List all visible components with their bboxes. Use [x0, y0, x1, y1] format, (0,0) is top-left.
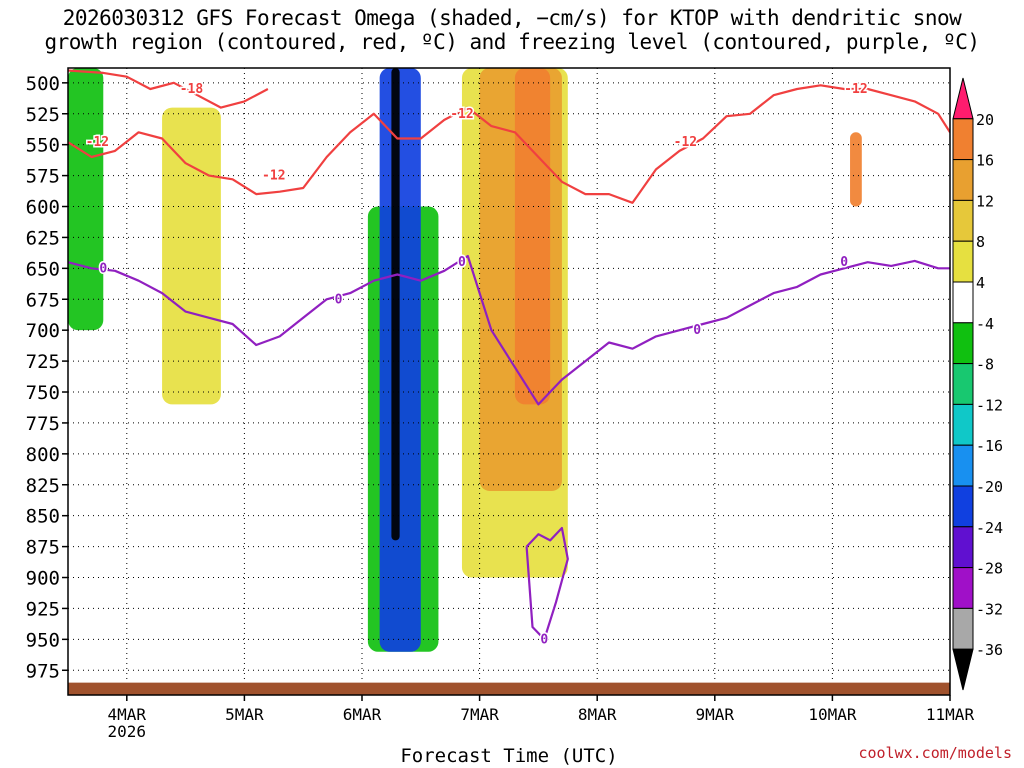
gridlines [68, 68, 951, 695]
colorbar-swatch-13 [952, 607, 974, 650]
contour-minus-18 [68, 69, 269, 109]
x-tick-label-9MAR: 9MAR [696, 705, 735, 724]
x-tick-label-10MAR: 10MAR [808, 705, 857, 724]
chart-title: 2026030312 GFS Forecast Omega (shaded, −… [0, 6, 1024, 54]
contour-label-freezing-level-2: 0 [458, 255, 466, 270]
contour-labels: 0 0 0 0 0 0 -12 -12 -12 -12 -12 -18 [84, 81, 869, 649]
contour-label-minus-12-upper-2: -12 [450, 107, 473, 122]
y-tick-label-850: 850 [26, 506, 60, 528]
chart-title-line-1: 2026030312 GFS Forecast Omega (shaded, −… [62, 6, 962, 30]
terrain-fill [68, 682, 950, 695]
colorbar-swatch-3 [952, 199, 974, 242]
colorbar-label-4: 4 [976, 274, 985, 292]
colorbar-label-8: -16 [976, 437, 1003, 455]
colorbar-label-10: -24 [976, 519, 1003, 537]
credit-text: coolwx.com/models [858, 744, 1012, 762]
x-tick-label-11MAR: 11MAR [926, 705, 975, 724]
x-tick-label-5MAR: 5MAR [225, 705, 264, 724]
colorbar-swatch-11 [952, 526, 974, 569]
y-tick-label-700: 700 [26, 320, 60, 342]
colorbar-label-0: 20 [976, 111, 994, 129]
shade-strong-ascent-core [391, 68, 400, 541]
contour-label-freezing-level-3: 0 [693, 323, 701, 338]
y-tick-label-900: 900 [26, 568, 60, 590]
contour-label-freezing-level-0: 0 [99, 261, 107, 276]
colorbar-swatch-6 [952, 322, 974, 365]
colorbar-label-5: -4 [976, 315, 994, 333]
shade-warm-band-7mar [514, 68, 551, 405]
y-tick-label-625: 625 [26, 227, 60, 249]
colorbar-swatch-1 [952, 118, 974, 161]
colorbar-label-7: -12 [976, 396, 1003, 414]
shade-ascent-column-6mar [379, 68, 421, 652]
y-tick-label-600: 600 [26, 197, 60, 219]
colorbar-swatch-12 [952, 567, 974, 609]
y-tick-label-925: 925 [26, 598, 60, 620]
colorbar-label-12: -32 [976, 600, 1003, 618]
contour-label-freezing-level-4: 0 [840, 255, 848, 270]
y-tick-label-800: 800 [26, 444, 60, 466]
shade-descent-4mar [162, 107, 221, 405]
colorbar-label-13: -36 [976, 641, 1003, 659]
terrain-band [68, 682, 950, 695]
y-tick-label-950: 950 [26, 629, 60, 651]
y-tick-label-875: 875 [26, 537, 60, 559]
y-tick-label-525: 525 [26, 104, 60, 126]
y-tick-label-775: 775 [26, 413, 60, 435]
y-tick-label-725: 725 [26, 351, 60, 373]
colorbar-arrow-top [952, 77, 974, 120]
colorbar-label-3: 8 [976, 233, 985, 251]
y-tick-label-975: 975 [26, 660, 60, 682]
colorbar-swatch-7 [952, 363, 974, 405]
chart-title-line-2: growth region (contoured, red, ºC) and f… [44, 30, 980, 54]
colorbar-swatch-8 [952, 403, 974, 446]
y-tick-label-675: 675 [26, 289, 60, 311]
colorbar-swatch-2 [952, 159, 974, 201]
contour-label-freezing-level-1: 0 [335, 292, 343, 307]
contour-label-minus-12-upper-1: -12 [262, 169, 285, 184]
y-tick-label-500: 500 [26, 73, 60, 95]
colorbar: 20 16 12 8 4 -4 -8 -12 -16 -20 -24 -28 -32 -36 [952, 77, 1003, 691]
y-tick-label-825: 825 [26, 475, 60, 497]
x-tick-label-8MAR: 8MAR [578, 705, 617, 724]
contour-label-minus-12-upper-4: -12 [844, 82, 867, 97]
contour-minus-12-upper [68, 84, 950, 204]
plot-frame [67, 67, 951, 696]
x-tick-sublabel-4MAR: 2026 [108, 722, 147, 741]
colorbar-label-11: -28 [976, 560, 1003, 578]
y-tick-label-575: 575 [26, 166, 60, 188]
colorbar-swatch-5 [952, 281, 974, 324]
shade-early-green [68, 68, 104, 331]
x-tick-label-4MAR: 4MAR [108, 705, 147, 724]
colorbar-swatch-9 [952, 444, 974, 487]
y-tick-label-750: 750 [26, 382, 60, 404]
contour-lines [68, 69, 950, 641]
y-axis: 500 525 550 575 600 625 650 675 700 725 750 775 800 8… [26, 73, 68, 682]
x-tick-label-7MAR: 7MAR [460, 705, 499, 724]
x-tick-label-6MAR: 6MAR [343, 705, 382, 724]
shade-descent-10mar [850, 132, 862, 207]
contour-freezing-level-loop [525, 526, 569, 641]
contour-label-minus-12-upper-3: -12 [674, 135, 697, 150]
y-tick-label-650: 650 [26, 258, 60, 280]
colorbar-label-1: 16 [976, 152, 994, 170]
colorbar-label-2: 12 [976, 192, 994, 210]
colorbar-swatch-4 [952, 240, 974, 283]
colorbar-arrow-bottom [952, 648, 974, 691]
y-tick-label-550: 550 [26, 135, 60, 157]
x-axis-title: Forecast Time (UTC) [400, 745, 618, 767]
contour-freezing-level [68, 254, 950, 406]
contour-label-minus-12-upper-0: -12 [86, 135, 109, 150]
contour-label-freezing-level-loop-0: 0 [540, 632, 548, 647]
colorbar-label-6: -8 [976, 356, 994, 374]
contour-label-minus-18-0: -18 [180, 82, 204, 97]
colorbar-label-9: -20 [976, 478, 1003, 496]
colorbar-swatch-10 [952, 485, 974, 528]
